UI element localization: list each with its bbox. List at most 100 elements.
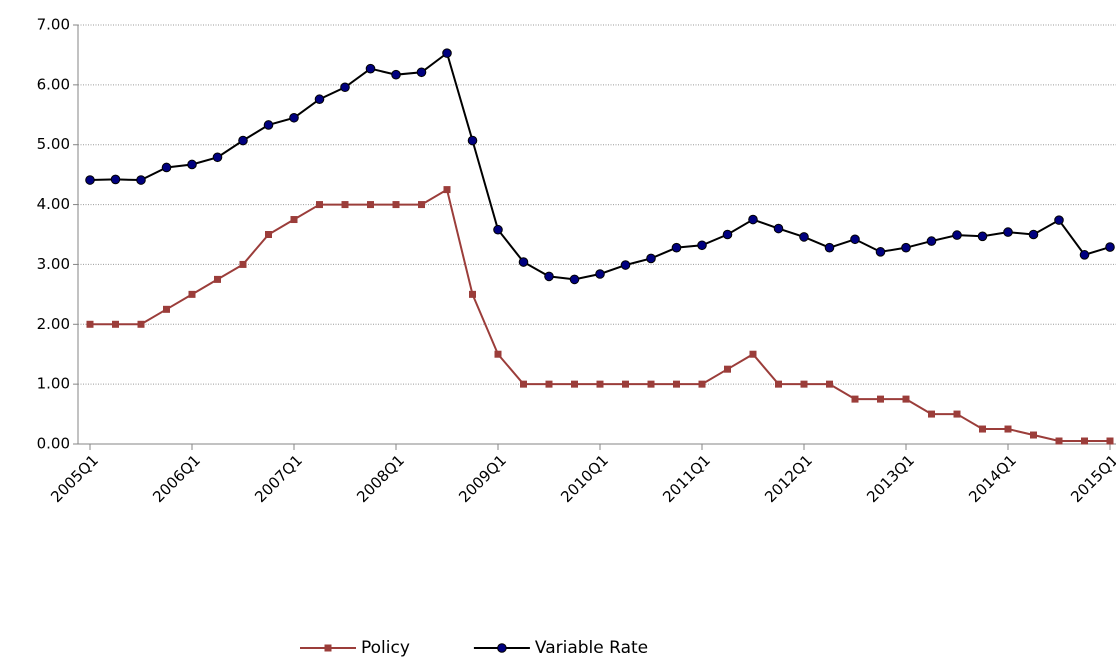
data-point xyxy=(671,242,682,253)
data-point xyxy=(673,380,680,388)
data-point xyxy=(163,305,170,313)
data-point xyxy=(979,425,986,433)
data-point xyxy=(187,159,197,170)
data-point xyxy=(161,162,172,173)
data-point xyxy=(748,214,758,225)
data-point xyxy=(824,242,835,253)
legend-label: Variable Rate xyxy=(535,638,648,658)
data-point xyxy=(697,240,707,251)
data-point xyxy=(749,350,757,358)
x-tick-label: 2007Q1 xyxy=(251,451,306,506)
x-tick-label: 2008Q1 xyxy=(353,451,408,506)
data-point xyxy=(1003,227,1013,237)
data-point xyxy=(239,260,247,268)
data-point xyxy=(341,201,349,209)
x-tick-label: 2013Q1 xyxy=(863,451,918,506)
data-point xyxy=(647,380,655,388)
data-point xyxy=(1054,215,1064,225)
x-tick-label: 2010Q1 xyxy=(557,451,612,506)
data-point xyxy=(1079,250,1090,260)
data-point xyxy=(112,320,119,328)
data-point xyxy=(698,380,706,388)
legend: Policy Variable Rate xyxy=(300,638,648,658)
data-point xyxy=(926,236,937,246)
data-point xyxy=(316,201,323,209)
data-point xyxy=(773,223,784,234)
data-point xyxy=(238,135,248,146)
x-tick-label: 2006Q1 xyxy=(149,451,204,506)
data-point xyxy=(928,410,935,418)
data-point xyxy=(494,350,502,358)
legend-marker xyxy=(324,644,332,652)
data-point xyxy=(646,253,656,264)
y-tick-label: 5.00 xyxy=(37,135,70,153)
data-point xyxy=(469,290,476,298)
data-point xyxy=(391,69,401,80)
data-point xyxy=(571,380,578,388)
x-tick-label: 2014Q1 xyxy=(965,451,1020,506)
data-point xyxy=(977,231,988,242)
data-point xyxy=(367,201,374,209)
data-point xyxy=(953,410,961,418)
x-tick-label: 2009Q1 xyxy=(455,451,510,506)
y-tick-label: 6.00 xyxy=(37,75,70,93)
x-tick-label: 2005Q1 xyxy=(47,451,102,506)
y-tick-label: 0.00 xyxy=(37,435,70,453)
data-point xyxy=(188,290,196,298)
data-point xyxy=(1081,437,1088,445)
data-point xyxy=(545,380,553,388)
data-point xyxy=(365,63,376,74)
series-line xyxy=(89,51,1111,281)
data-point xyxy=(877,395,884,403)
data-point xyxy=(493,224,503,235)
data-point xyxy=(110,174,121,185)
data-point xyxy=(851,395,859,403)
data-point xyxy=(340,82,350,93)
data-point xyxy=(85,175,95,185)
data-point xyxy=(1028,229,1039,240)
y-tick-label: 2.00 xyxy=(37,315,70,333)
x-tick-label: 2015Q1 xyxy=(1067,451,1116,506)
data-point xyxy=(1055,437,1063,445)
data-point xyxy=(800,380,808,388)
data-point xyxy=(1105,242,1115,252)
data-point xyxy=(799,232,809,242)
data-point xyxy=(901,242,911,253)
data-point xyxy=(826,380,833,388)
data-point xyxy=(86,320,94,328)
y-tick-label: 4.00 xyxy=(37,195,70,213)
legend-label: Policy xyxy=(361,638,410,658)
data-point xyxy=(722,229,733,240)
data-point xyxy=(724,365,731,373)
data-point xyxy=(620,260,631,270)
data-point xyxy=(544,271,554,282)
data-point xyxy=(569,274,580,285)
data-point xyxy=(596,380,604,388)
data-point xyxy=(289,112,299,123)
legend-marker xyxy=(497,643,507,653)
data-point xyxy=(290,216,298,224)
data-point xyxy=(442,48,452,58)
data-point xyxy=(875,247,886,257)
data-point xyxy=(392,201,400,209)
data-point xyxy=(1004,425,1012,433)
data-point xyxy=(850,234,860,245)
data-point xyxy=(595,269,605,279)
data-point xyxy=(265,231,272,238)
data-point xyxy=(952,230,962,240)
data-point xyxy=(467,135,478,146)
data-point xyxy=(263,120,274,130)
data-point xyxy=(1106,437,1114,445)
data-point xyxy=(137,320,145,328)
data-point xyxy=(212,152,223,163)
data-point xyxy=(416,67,427,78)
data-point xyxy=(520,380,527,388)
data-point xyxy=(443,186,451,194)
data-point xyxy=(214,275,221,283)
series-line xyxy=(90,188,1110,443)
data-point xyxy=(314,94,325,105)
data-point xyxy=(418,201,425,209)
y-tick-label: 7.00 xyxy=(37,16,70,34)
